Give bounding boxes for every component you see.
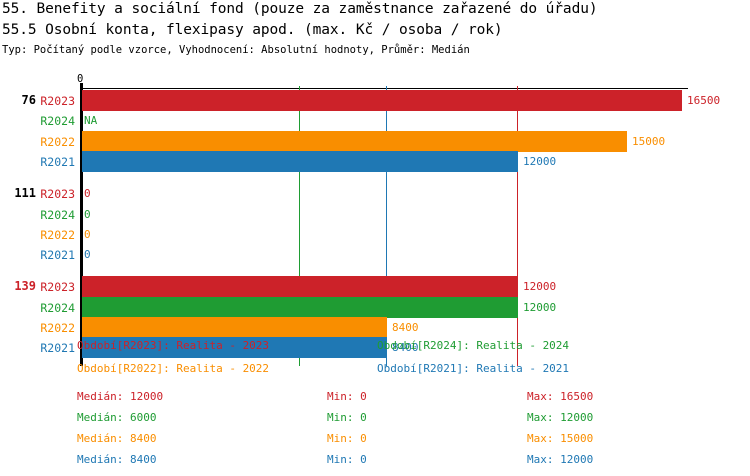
- stat-min-0: Min: 0: [327, 390, 367, 403]
- bar-139-R2021[interactable]: [82, 337, 387, 359]
- row-label-76-R2022: R2022: [40, 134, 75, 149]
- legend-entry-0[interactable]: Období[R2023]: Realita - 2023: [77, 339, 270, 352]
- row-label-111-R2021: R2021: [40, 248, 75, 263]
- group-label-139: 139: [14, 279, 36, 294]
- group-label-111: 111: [14, 186, 36, 201]
- row-label-139-R2022: R2022: [40, 321, 75, 335]
- bar-value-76-R2023: 16500: [687, 94, 721, 107]
- bar-value-76-R2021: 12000: [523, 154, 557, 168]
- row-label-139-R2023: R2023: [40, 280, 75, 295]
- legend-entry-1[interactable]: Období[R2024]: Realita - 2024: [377, 339, 570, 352]
- bar-139-R2023[interactable]: [82, 276, 518, 298]
- chart-title-line2: 55.5 Osobní konta, flexipasy apod. (max.…: [2, 22, 503, 38]
- bar-value-111-R2022: 0: [84, 227, 91, 241]
- stat-median-3: Medián: 8400: [77, 453, 157, 466]
- row-label-76-R2021: R2021: [40, 154, 75, 169]
- bar-value-111-R2021: 0: [84, 248, 91, 262]
- legend-entry-2[interactable]: Období[R2022]: Realita - 2022: [77, 362, 270, 375]
- bar-76-R2021[interactable]: [82, 150, 518, 172]
- row-label-111-R2024: R2024: [40, 207, 75, 222]
- axis-baseline: [80, 88, 83, 366]
- row-label-76-R2023: R2023: [40, 94, 75, 108]
- row-label-139-R2024: R2024: [40, 300, 75, 315]
- stat-min-2: Min: 0: [327, 432, 367, 445]
- group-label-76: 76: [21, 93, 36, 107]
- row-label-111-R2022: R2022: [40, 227, 75, 242]
- bar-value-139-R2021: 8400: [392, 341, 419, 355]
- row-label-111-R2023: R2023: [40, 187, 75, 202]
- bar-139-R2024[interactable]: [82, 296, 518, 318]
- legend-entry-3[interactable]: Období[R2021]: Realita - 2021: [377, 362, 570, 375]
- axis-zero-tick: [80, 83, 83, 88]
- stat-max-0: Max: 16500: [527, 390, 594, 403]
- median-reference-line-r2024: [299, 86, 300, 366]
- axis-top-line: [81, 88, 688, 89]
- stat-median-1: Medián: 6000: [77, 411, 157, 424]
- bar-value-139-R2023: 12000: [523, 280, 557, 294]
- median-reference-line-r2021: [386, 86, 387, 366]
- stat-max-2: Max: 15000: [527, 432, 594, 445]
- stat-max-1: Max: 12000: [527, 411, 594, 424]
- bar-76-R2023[interactable]: [82, 90, 682, 111]
- row-label-139-R2021: R2021: [40, 341, 75, 356]
- stat-min-3: Min: 0: [327, 453, 367, 466]
- chart-title-line1: 55. Benefity a sociální fond (pouze za z…: [2, 1, 598, 17]
- stat-median-0: Medián: 12000: [77, 390, 164, 403]
- chart-subtitle: Typ: Počítaný podle vzorce, Vyhodnocení:…: [2, 44, 470, 56]
- median-reference-line-r2023: [517, 86, 518, 366]
- bar-value-111-R2023: 0: [84, 187, 91, 201]
- bar-139-R2022[interactable]: [82, 317, 387, 338]
- stat-max-3: Max: 12000: [527, 453, 594, 466]
- axis-zero-label: 0: [77, 73, 84, 85]
- stat-min-1: Min: 0: [327, 411, 367, 424]
- stat-median-2: Medián: 8400: [77, 432, 157, 445]
- row-label-76-R2024: R2024: [40, 114, 75, 129]
- bar-value-139-R2024: 12000: [523, 300, 557, 314]
- bar-value-76-R2022: 15000: [632, 134, 666, 148]
- bar-76-R2022[interactable]: [82, 130, 627, 152]
- bar-value-76-R2024: NA: [84, 114, 98, 128]
- bar-value-139-R2022: 8400: [392, 321, 419, 334]
- bar-value-111-R2024: 0: [84, 207, 91, 221]
